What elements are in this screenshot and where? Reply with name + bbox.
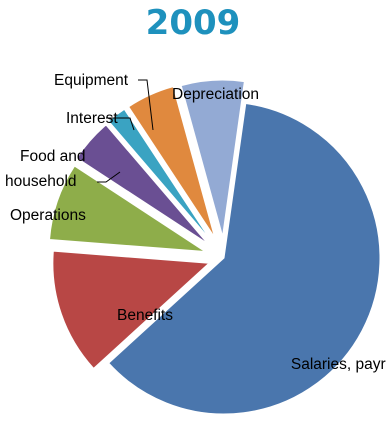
food-label-line2: household — [5, 173, 77, 190]
slice-interest — [107, 108, 211, 240]
chart-title: 2009 — [146, 3, 241, 43]
salaries-label: Salaries, payroll — [291, 356, 386, 373]
slice-depreciation — [180, 79, 245, 237]
slice-operations — [48, 165, 206, 253]
equipment-leader-line — [138, 79, 154, 131]
interest-label: Interest — [66, 110, 118, 127]
food-leader-line — [97, 171, 121, 183]
food-label-line1: Food and — [20, 148, 86, 165]
interest-leader-line — [106, 117, 135, 131]
benefits-label: Benefits — [117, 307, 173, 324]
slice-salaries-payroll — [108, 102, 381, 415]
pie-slices — [48, 79, 381, 415]
equipment-label: Equipment — [54, 72, 129, 89]
slice-benefits — [52, 250, 211, 370]
operations-label: Operations — [10, 207, 86, 224]
slice-equipment — [127, 86, 215, 238]
slice-food-and-household — [76, 124, 208, 244]
depreciation-label: Depreciation — [172, 86, 259, 103]
